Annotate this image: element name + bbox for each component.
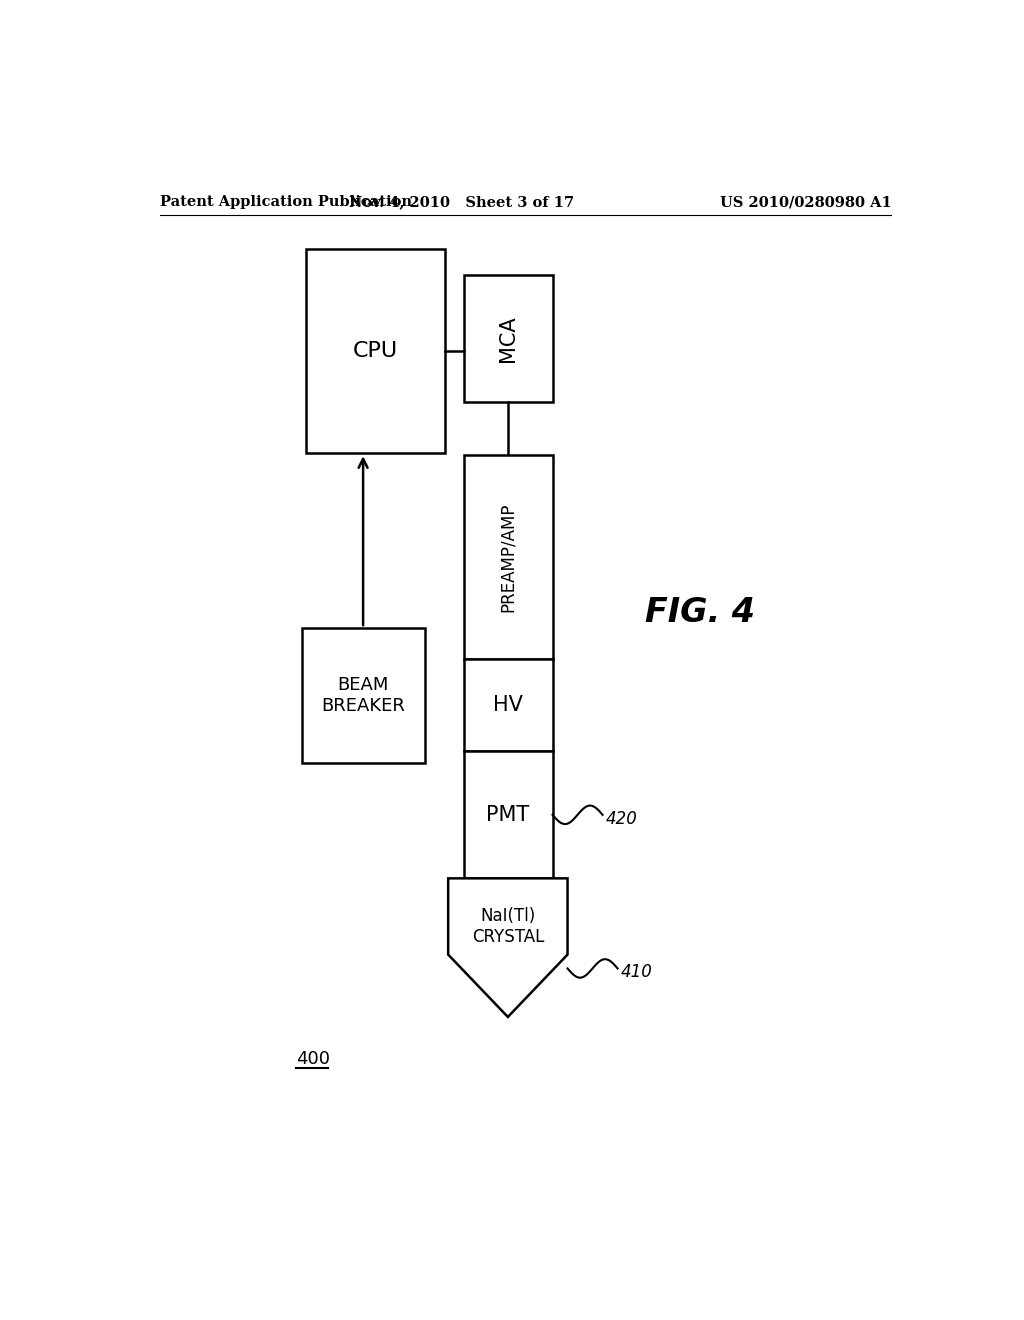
Bar xyxy=(464,751,553,878)
Polygon shape xyxy=(449,878,567,1016)
Bar xyxy=(306,249,444,453)
Text: PREAMP/AMP: PREAMP/AMP xyxy=(499,502,517,611)
Text: US 2010/0280980 A1: US 2010/0280980 A1 xyxy=(720,195,891,210)
Text: 420: 420 xyxy=(606,809,638,828)
Text: BEAM
BREAKER: BEAM BREAKER xyxy=(322,676,406,715)
Bar xyxy=(464,455,553,659)
Text: NaI(Tl)
CRYSTAL: NaI(Tl) CRYSTAL xyxy=(472,907,544,946)
Text: 400: 400 xyxy=(296,1051,330,1068)
Text: Nov. 4, 2010   Sheet 3 of 17: Nov. 4, 2010 Sheet 3 of 17 xyxy=(349,195,574,210)
Bar xyxy=(464,276,553,403)
Text: HV: HV xyxy=(493,696,523,715)
Bar xyxy=(301,628,425,763)
Text: FIG. 4: FIG. 4 xyxy=(645,597,756,630)
Text: 410: 410 xyxy=(621,964,652,981)
Bar xyxy=(464,659,553,751)
Text: MCA: MCA xyxy=(498,315,518,362)
Text: CPU: CPU xyxy=(353,342,398,362)
Text: Patent Application Publication: Patent Application Publication xyxy=(160,195,412,210)
Text: PMT: PMT xyxy=(486,805,529,825)
